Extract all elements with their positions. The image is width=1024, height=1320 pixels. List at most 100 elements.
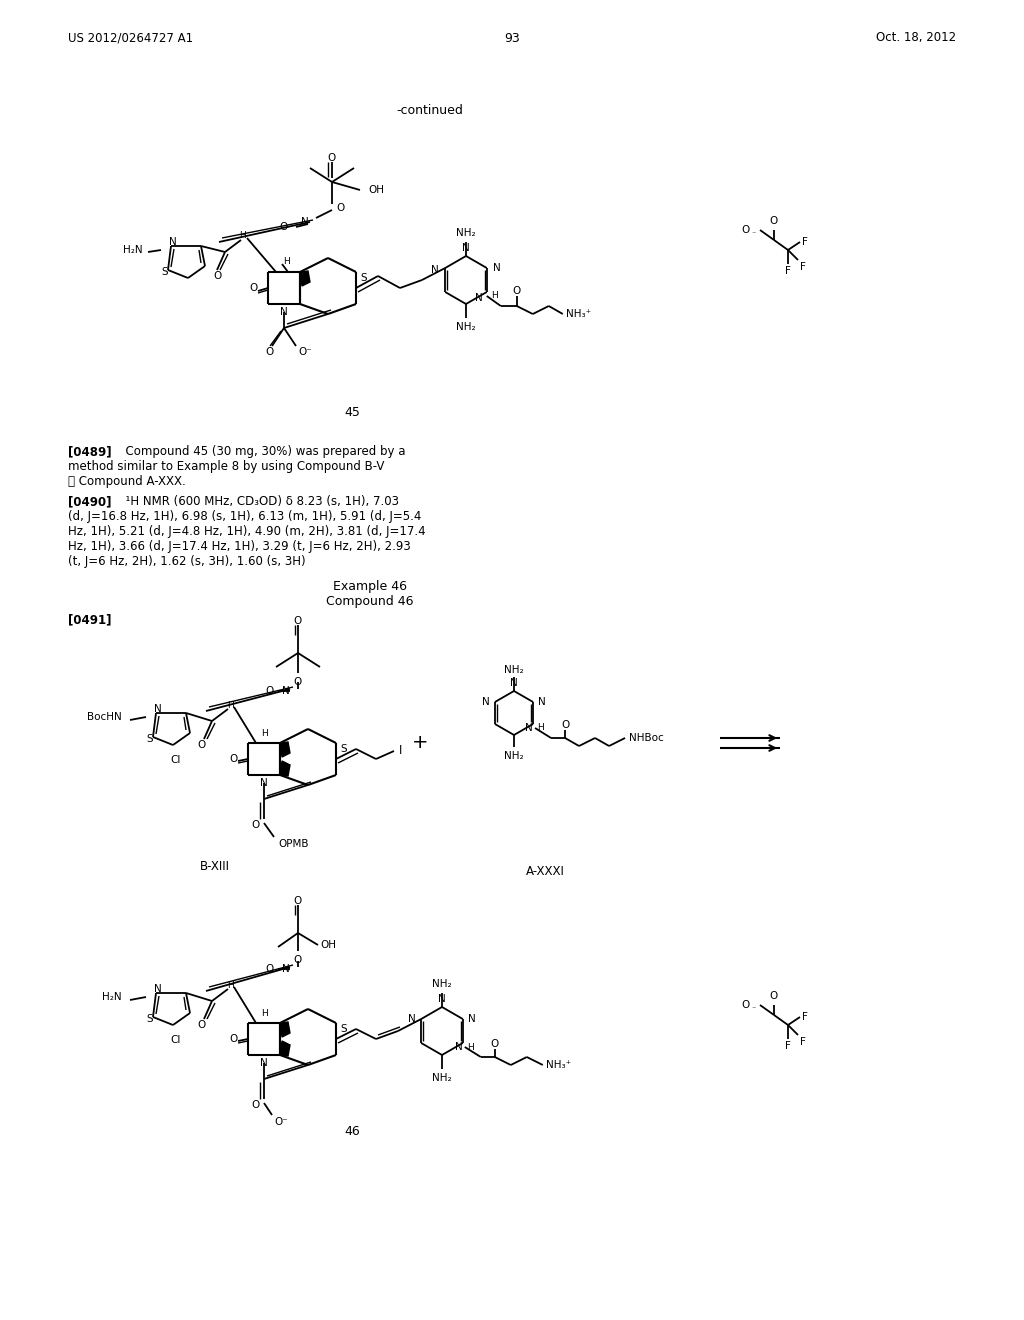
Text: N: N	[283, 686, 290, 696]
Text: BocHN: BocHN	[87, 711, 122, 722]
Text: N: N	[260, 1059, 268, 1068]
Text: OPMB: OPMB	[278, 840, 308, 849]
Text: O: O	[294, 896, 302, 906]
Text: N: N	[283, 964, 290, 974]
Text: OH: OH	[368, 185, 384, 195]
Text: F: F	[800, 261, 806, 272]
Text: NH₂: NH₂	[456, 322, 476, 333]
Text: Cl: Cl	[170, 755, 180, 766]
Text: O: O	[741, 1001, 750, 1010]
Text: N: N	[169, 238, 177, 247]
Text: ¹H NMR (600 MHz, CD₃OD) δ 8.23 (s, 1H), 7.03: ¹H NMR (600 MHz, CD₃OD) δ 8.23 (s, 1H), …	[118, 495, 399, 508]
Text: O: O	[294, 677, 302, 686]
Text: N: N	[510, 678, 518, 688]
Text: +: +	[412, 734, 428, 752]
Text: N: N	[468, 1014, 475, 1024]
Text: N: N	[462, 243, 470, 253]
Text: O: O	[561, 719, 569, 730]
Text: N: N	[475, 293, 482, 304]
Text: method similar to Example 8 by using Compound B-V: method similar to Example 8 by using Com…	[68, 459, 384, 473]
Text: F: F	[802, 238, 808, 247]
Text: NH₂: NH₂	[432, 979, 452, 989]
Text: H: H	[283, 257, 290, 267]
Text: [0489]: [0489]	[68, 445, 112, 458]
Text: Example 46: Example 46	[333, 579, 407, 593]
Text: H: H	[226, 701, 233, 710]
Text: Oct. 18, 2012: Oct. 18, 2012	[876, 32, 956, 45]
Text: H₂N: H₂N	[123, 246, 143, 255]
Text: O: O	[252, 820, 260, 830]
Text: Compound 46: Compound 46	[327, 595, 414, 609]
Text: 45: 45	[344, 407, 360, 418]
Text: O: O	[490, 1039, 499, 1049]
Text: O: O	[250, 282, 258, 293]
Text: S: S	[340, 1024, 347, 1034]
Text: N: N	[482, 697, 489, 708]
Text: O: O	[198, 1020, 206, 1030]
Text: N: N	[155, 704, 162, 714]
Text: N: N	[455, 1041, 463, 1052]
Text: O: O	[294, 616, 302, 626]
Text: O: O	[198, 741, 206, 750]
Text: H: H	[261, 729, 267, 738]
Text: H: H	[467, 1043, 473, 1052]
Text: O: O	[513, 286, 521, 296]
Text: H₂N: H₂N	[102, 993, 122, 1002]
Text: O⁻: O⁻	[298, 347, 311, 356]
Text: ⁻: ⁻	[751, 1005, 756, 1012]
Text: Cl: Cl	[170, 1035, 180, 1045]
Text: N: N	[538, 697, 546, 708]
Text: N: N	[431, 265, 439, 275]
Text: O: O	[213, 271, 221, 281]
Text: 冏 Compound A-XXX.: 冏 Compound A-XXX.	[68, 475, 185, 488]
Text: ⁻: ⁻	[751, 228, 756, 238]
Text: S: S	[146, 734, 154, 744]
Text: OH: OH	[319, 940, 336, 950]
Text: H: H	[490, 292, 498, 301]
Text: [0491]: [0491]	[68, 612, 112, 626]
Polygon shape	[280, 742, 290, 756]
Text: A-XXXI: A-XXXI	[525, 865, 564, 878]
Text: H: H	[537, 723, 544, 733]
Text: O: O	[328, 153, 336, 162]
Text: -continued: -continued	[396, 103, 464, 116]
Text: O: O	[336, 203, 344, 213]
Text: O: O	[770, 216, 778, 226]
Polygon shape	[280, 1041, 290, 1056]
Text: O: O	[229, 754, 239, 764]
Text: O: O	[741, 224, 750, 235]
Text: O: O	[266, 964, 274, 974]
Text: 93: 93	[504, 32, 520, 45]
Text: O: O	[280, 222, 288, 232]
Text: S: S	[340, 744, 347, 754]
Text: NHBoc: NHBoc	[629, 733, 664, 743]
Text: O: O	[294, 954, 302, 965]
Text: O: O	[266, 686, 274, 696]
Polygon shape	[300, 271, 310, 286]
Text: S: S	[360, 273, 367, 282]
Text: N: N	[301, 216, 309, 227]
Text: (t, J=6 Hz, 2H), 1.62 (s, 3H), 1.60 (s, 3H): (t, J=6 Hz, 2H), 1.62 (s, 3H), 1.60 (s, …	[68, 554, 305, 568]
Text: NH₂: NH₂	[456, 228, 476, 238]
Text: F: F	[785, 1041, 791, 1051]
Text: F: F	[785, 267, 791, 276]
Text: NH₂: NH₂	[504, 751, 524, 762]
Text: NH₃⁺: NH₃⁺	[566, 309, 591, 319]
Text: O: O	[265, 347, 273, 356]
Text: N: N	[155, 983, 162, 994]
Text: F: F	[802, 1012, 808, 1022]
Text: [0490]: [0490]	[68, 495, 112, 508]
Text: O: O	[770, 991, 778, 1001]
Text: Compound 45 (30 mg, 30%) was prepared by a: Compound 45 (30 mg, 30%) was prepared by…	[118, 445, 406, 458]
Text: H: H	[261, 1008, 267, 1018]
Text: NH₂: NH₂	[504, 665, 524, 675]
Text: O⁻: O⁻	[274, 1117, 288, 1127]
Polygon shape	[280, 1022, 290, 1038]
Text: S: S	[146, 1014, 154, 1024]
Text: N: N	[409, 1014, 416, 1024]
Text: N: N	[525, 723, 534, 733]
Text: NH₃⁺: NH₃⁺	[546, 1060, 571, 1071]
Text: H: H	[240, 231, 247, 240]
Text: H: H	[226, 981, 233, 990]
Text: B-XIII: B-XIII	[200, 861, 230, 873]
